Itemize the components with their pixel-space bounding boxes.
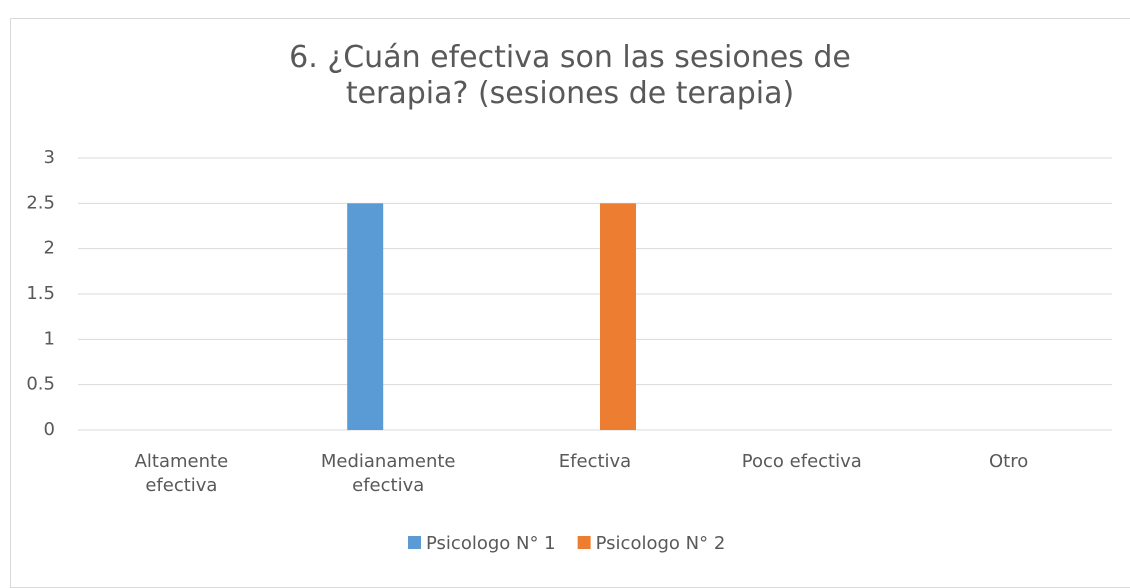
bar [600, 203, 636, 430]
x-tick-label: Medianamente efectiva [320, 451, 456, 496]
x-tick-label: Efectiva [558, 451, 632, 472]
legend-swatch [408, 536, 421, 549]
chart: 0 0.5 1 1.5 2 2.5 3 Psicologo N° 1 Psicologo N° … [26, 147, 1112, 554]
page: 6. ¿Cuán efectiva son las sesiones de te… [10, 18, 1130, 588]
legend-label: Psicologo N° 2 [596, 533, 726, 554]
x-tick-label: Poco efectiva [741, 451, 862, 472]
legend-label: Psicologo N° 1 [426, 533, 556, 554]
x-tick-label: Otro [988, 451, 1029, 472]
y-tick-label: 3 [44, 147, 55, 168]
y-tick-label: 0 [44, 419, 55, 440]
y-tick-label: 1 [44, 328, 55, 349]
y-tick-label: 1.5 [26, 283, 55, 304]
x-tick-label: Altamente efectiva [134, 451, 229, 496]
y-tick-label: 2.5 [26, 192, 55, 213]
y-tick-label: 2 [44, 238, 55, 259]
bar [347, 203, 384, 430]
y-tick-label: 0.5 [26, 374, 55, 395]
legend-swatch [577, 536, 591, 549]
chart-title: 6. ¿Cuán efectiva son las sesiones de te… [289, 40, 851, 111]
